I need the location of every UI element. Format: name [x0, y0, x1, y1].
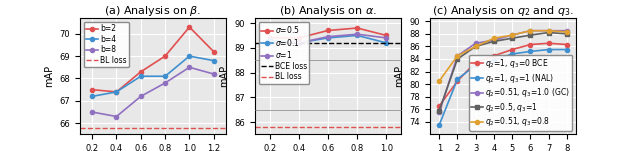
b=4: [88, 95, 96, 97]
$q_2$=0.5, $q_3$=1: [508, 37, 516, 39]
Y-axis label: mAP: mAP: [44, 65, 54, 87]
Legend: b=2, b=4, b=8, BL loss: b=2, b=4, b=8, BL loss: [84, 22, 129, 67]
$\sigma$=0.5: [295, 37, 303, 39]
$\sigma$=0.1: [266, 39, 273, 41]
$q_2$=0.51, $q_3$=0.8: [472, 45, 479, 47]
Line: $\sigma$=0.1: $\sigma$=0.1: [268, 33, 388, 45]
$q_2$=1, $q_3$=1 (NAL): [472, 64, 479, 66]
b=2: [137, 71, 145, 73]
Line: $q_2$=1, $q_3$=1 (NAL): $q_2$=1, $q_3$=1 (NAL): [437, 47, 569, 127]
$q_2$=1, $q_3$=0 BCE: [508, 49, 516, 50]
$q_2$=0.51, $q_3$=0.8: [490, 37, 498, 39]
Line: $\sigma$=1: $\sigma$=1: [268, 32, 388, 45]
$q_2$=1, $q_3$=1 (NAL): [490, 59, 498, 61]
Line: $q_2$=0.51, $q_3$=0.8: $q_2$=0.51, $q_3$=0.8: [437, 29, 569, 83]
$q_2$=1, $q_3$=1 (NAL): [454, 78, 461, 80]
Legend: $\sigma$=0.5, $\sigma$=0.1, $\sigma$=1, BCE loss, BL loss: $\sigma$=0.5, $\sigma$=0.1, $\sigma$=1, …: [259, 22, 310, 84]
$\sigma$=0.1: [295, 42, 303, 44]
b=2: [88, 89, 96, 91]
$q_2$=0.51, $q_3$=0.8: [508, 34, 516, 36]
$q_2$=1, $q_3$=1 (NAL): [508, 53, 516, 55]
b=8: [161, 82, 169, 84]
Line: $q_2$=0.5, $q_3$=1: $q_2$=0.5, $q_3$=1: [437, 31, 569, 113]
b=2: [161, 55, 169, 57]
$\sigma$=1: [295, 42, 303, 44]
Line: $\sigma$=0.5: $\sigma$=0.5: [268, 26, 388, 40]
b=4: [137, 75, 145, 77]
$\sigma$=0.5: [266, 37, 273, 39]
$q_2$=0.5, $q_3$=1: [454, 58, 461, 60]
$q_2$=0.5, $q_3$=1: [490, 40, 498, 42]
b=8: [210, 73, 218, 75]
Legend: $q_2$=1, $q_3$=0 BCE, $q_2$=1, $q_3$=1 (NAL), $q_2$=0.51, $q_3$=1.0 (GC), $q_2$=: $q_2$=1, $q_3$=0 BCE, $q_2$=1, $q_3$=1 (…: [469, 55, 572, 131]
$q_2$=0.5, $q_3$=1: [472, 45, 479, 47]
$q_2$=0.51, $q_3$=0.8: [435, 80, 443, 82]
$\sigma$=0.1: [383, 42, 390, 44]
$q_2$=0.51, $q_3$=0.8: [527, 30, 534, 32]
$q_2$=0.51, $q_3$=1.0 (GC): [508, 34, 516, 36]
$q_2$=0.51, $q_3$=1.0 (GC): [545, 30, 552, 32]
$q_2$=0.51, $q_3$=1.0 (GC): [490, 39, 498, 41]
$q_2$=1, $q_3$=0 BCE: [527, 44, 534, 45]
b=8: [137, 95, 145, 97]
$q_2$=0.51, $q_3$=1.0 (GC): [563, 30, 571, 32]
$\sigma$=0.5: [383, 35, 390, 36]
$\sigma$=1: [353, 33, 361, 35]
$q_2$=1, $q_3$=1 (NAL): [435, 124, 443, 126]
$q_2$=1, $q_3$=0 BCE: [490, 55, 498, 57]
$q_2$=1, $q_3$=1 (NAL): [545, 49, 552, 50]
$\sigma$=1: [266, 42, 273, 44]
Line: b=4: b=4: [90, 54, 216, 98]
Title: (a) Analysis on $\beta$.: (a) Analysis on $\beta$.: [104, 4, 202, 18]
$q_2$=0.51, $q_3$=1.0 (GC): [527, 30, 534, 32]
$q_2$=0.51, $q_3$=0.8: [563, 31, 571, 33]
Line: b=2: b=2: [90, 25, 216, 94]
$q_2$=1, $q_3$=0 BCE: [563, 44, 571, 45]
b=8: [113, 116, 120, 117]
Title: (c) Analysis on $q_2$ and $q_3$.: (c) Analysis on $q_2$ and $q_3$.: [432, 4, 574, 18]
$q_2$=0.5, $q_3$=1: [435, 110, 443, 111]
$q_2$=0.5, $q_3$=1: [527, 34, 534, 36]
$q_2$=1, $q_3$=0 BCE: [435, 105, 443, 107]
$q_2$=0.5, $q_3$=1: [545, 32, 552, 34]
b=4: [161, 75, 169, 77]
$q_2$=1, $q_3$=1 (NAL): [563, 49, 571, 50]
$q_2$=0.51, $q_3$=1.0 (GC): [472, 42, 479, 44]
b=8: [88, 111, 96, 113]
$\sigma$=0.1: [324, 37, 332, 39]
Y-axis label: mAP: mAP: [219, 65, 229, 87]
$q_2$=1, $q_3$=1 (NAL): [527, 51, 534, 52]
b=4: [186, 55, 193, 57]
Line: $q_2$=0.51, $q_3$=1.0 (GC): $q_2$=0.51, $q_3$=1.0 (GC): [437, 29, 569, 114]
$\sigma$=1: [383, 37, 390, 39]
b=8: [186, 66, 193, 68]
b=2: [186, 26, 193, 28]
b=2: [113, 91, 120, 93]
$\sigma$=0.5: [353, 27, 361, 29]
$q_2$=0.51, $q_3$=1.0 (GC): [454, 55, 461, 57]
$q_2$=0.51, $q_3$=0.8: [454, 55, 461, 57]
$q_2$=1, $q_3$=0 BCE: [472, 61, 479, 63]
$q_2$=1, $q_3$=0 BCE: [454, 80, 461, 82]
$\sigma$=0.1: [353, 35, 361, 36]
$q_2$=1, $q_3$=0 BCE: [545, 42, 552, 44]
$q_2$=0.5, $q_3$=1: [563, 33, 571, 35]
Line: b=8: b=8: [90, 65, 216, 119]
b=4: [113, 91, 120, 93]
Line: $q_2$=1, $q_3$=0 BCE: $q_2$=1, $q_3$=0 BCE: [437, 41, 569, 108]
$q_2$=0.51, $q_3$=0.8: [545, 30, 552, 32]
Title: (b) Analysis on $\alpha$.: (b) Analysis on $\alpha$.: [279, 4, 377, 18]
b=4: [210, 60, 218, 61]
b=2: [210, 51, 218, 53]
$q_2$=0.51, $q_3$=1.0 (GC): [435, 111, 443, 113]
$\sigma$=0.5: [324, 30, 332, 31]
Y-axis label: mAP: mAP: [394, 65, 404, 87]
$\sigma$=1: [324, 36, 332, 38]
